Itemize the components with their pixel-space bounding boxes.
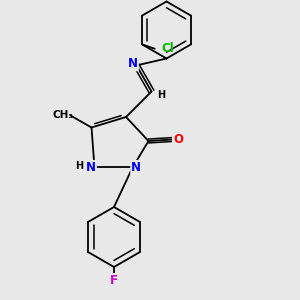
Text: H: H	[157, 90, 165, 100]
Text: N: N	[86, 161, 96, 174]
Text: F: F	[110, 274, 118, 287]
Text: N: N	[128, 57, 138, 70]
Text: N: N	[131, 161, 141, 174]
Text: Cl: Cl	[161, 42, 174, 55]
Text: CH₃: CH₃	[52, 110, 74, 121]
Text: O: O	[173, 133, 183, 146]
Text: H: H	[75, 161, 83, 171]
